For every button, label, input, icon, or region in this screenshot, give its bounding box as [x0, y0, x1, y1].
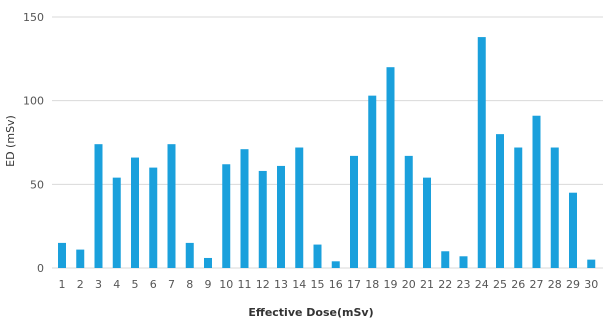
bar-series — [58, 37, 596, 268]
x-tick-label: 6 — [150, 278, 157, 291]
bar-17 — [350, 155, 358, 268]
bar-10 — [222, 164, 231, 268]
bar-9 — [204, 257, 212, 268]
bar-11 — [240, 149, 249, 268]
x-tick-label: 21 — [420, 278, 434, 291]
x-tick-label: 7 — [168, 278, 175, 291]
bar-26 — [514, 147, 523, 268]
bar-2 — [76, 249, 85, 268]
bar-25 — [496, 134, 504, 268]
bar-5 — [131, 157, 139, 268]
x-tick-label: 25 — [493, 278, 507, 291]
bar-23 — [459, 256, 468, 268]
bar-30 — [587, 259, 596, 268]
y-tick-label: 100 — [23, 95, 44, 108]
x-tick-label: 3 — [95, 278, 102, 291]
bar-1 — [58, 242, 66, 268]
x-tick-label: 22 — [438, 278, 452, 291]
x-tick-label: 30 — [584, 278, 598, 291]
x-tick-label: 1 — [59, 278, 66, 291]
gridlines — [52, 16, 603, 269]
x-tick-label: 4 — [113, 278, 120, 291]
bar-4 — [112, 177, 121, 268]
bar-18 — [368, 95, 377, 268]
x-tick-label: 18 — [365, 278, 379, 291]
y-tick-label: 0 — [37, 262, 44, 275]
bar-7 — [167, 144, 176, 268]
x-tick-label: 8 — [186, 278, 193, 291]
x-tick-label: 5 — [132, 278, 139, 291]
bar-6 — [149, 167, 158, 268]
bar-24 — [477, 37, 486, 268]
x-tick-label: 15 — [311, 278, 325, 291]
x-tick-label: 26 — [511, 278, 525, 291]
x-tick-label: 11 — [238, 278, 252, 291]
bar-16 — [331, 261, 340, 268]
bar-29 — [569, 192, 577, 268]
bar-27 — [532, 115, 541, 268]
bar-15 — [313, 244, 322, 268]
bar-3 — [94, 144, 103, 268]
x-tick-label: 10 — [219, 278, 233, 291]
x-tick-label: 20 — [402, 278, 416, 291]
y-axis-label: ED (mSv) — [4, 115, 17, 167]
bar-28 — [550, 147, 559, 268]
x-tick-label: 29 — [566, 278, 580, 291]
bar-21 — [423, 177, 431, 268]
x-tick-label: 27 — [530, 278, 544, 291]
y-tick-label: 50 — [30, 178, 44, 191]
x-tick-label: 28 — [548, 278, 562, 291]
bar-20 — [404, 155, 413, 268]
y-tick-label: 150 — [23, 11, 44, 24]
bar-14 — [295, 147, 304, 268]
x-axis-label: Effective Dose(mSv) — [248, 306, 373, 319]
bar-22 — [441, 251, 450, 268]
bar-8 — [185, 242, 194, 268]
x-tick-label: 2 — [77, 278, 84, 291]
bar-13 — [277, 165, 285, 268]
x-tick-label: 19 — [384, 278, 398, 291]
x-tick-label: 14 — [292, 278, 306, 291]
x-tick-label: 16 — [329, 278, 343, 291]
bar-19 — [386, 67, 395, 268]
x-tick-labels: 1 2 3 4 5 6 7 8 9 10 11 12 13 14 15 16 17 18 19 20 21 22 23 24 2… — [59, 278, 599, 291]
x-tick-label: 9 — [205, 278, 212, 291]
x-tick-label: 24 — [475, 278, 489, 291]
x-tick-label: 13 — [274, 278, 288, 291]
x-tick-label: 23 — [457, 278, 471, 291]
x-tick-label: 12 — [256, 278, 270, 291]
x-tick-label: 17 — [347, 278, 361, 291]
bar-12 — [258, 170, 267, 268]
y-tick-labels: 0 50 100 150 — [23, 11, 44, 275]
